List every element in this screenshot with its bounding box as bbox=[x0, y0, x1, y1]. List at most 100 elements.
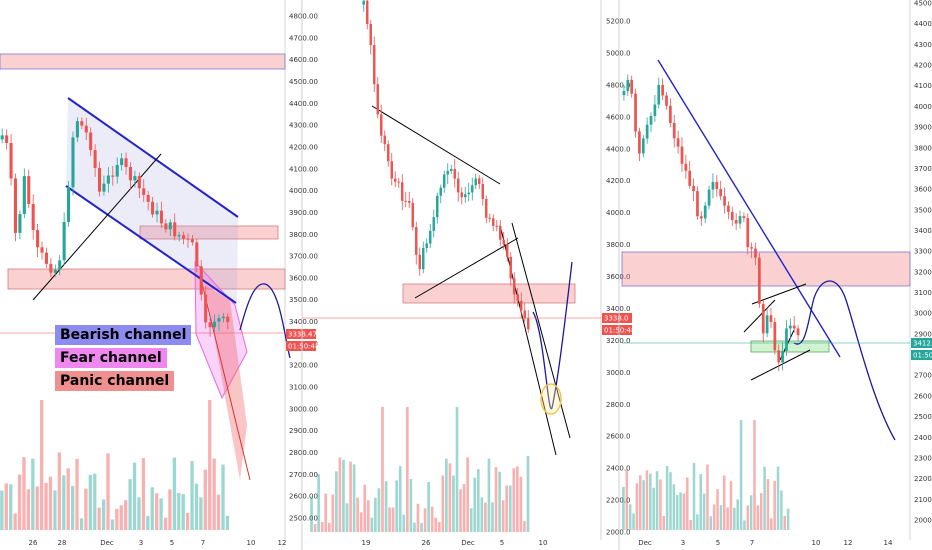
p1-y-tick-label: 3200.00 bbox=[289, 362, 318, 370]
volume-bar bbox=[692, 463, 696, 530]
p2-highlight-circle bbox=[540, 383, 562, 415]
p3-y-tick-label: 4400.0 bbox=[914, 20, 932, 28]
p1-timer-tag: 01:50:48 bbox=[288, 343, 319, 351]
volume-bar bbox=[53, 490, 57, 530]
candle-body bbox=[485, 198, 488, 218]
volume-bar bbox=[639, 475, 642, 530]
volume-bar bbox=[377, 488, 381, 532]
candle-body bbox=[750, 247, 753, 249]
candle-body bbox=[111, 175, 115, 177]
p1-panic-line bbox=[199, 274, 251, 481]
candle-body bbox=[703, 205, 707, 219]
candle-body bbox=[661, 84, 664, 96]
candle-body bbox=[488, 217, 491, 219]
candle-body bbox=[429, 230, 432, 244]
volume-bar bbox=[84, 488, 88, 530]
volume-bar bbox=[632, 513, 635, 530]
volume-bar bbox=[31, 458, 35, 530]
candle-body bbox=[84, 125, 88, 133]
p1-y-tick-label: 3700.00 bbox=[289, 253, 318, 261]
volume-bar bbox=[434, 517, 438, 532]
candle-body bbox=[58, 260, 62, 270]
p1-y-tick-label: 2900.00 bbox=[289, 427, 318, 435]
volume-bar bbox=[101, 499, 106, 530]
candle-body bbox=[226, 316, 230, 323]
candle-body bbox=[638, 131, 641, 154]
p3-y-tick-label: 4500.0 bbox=[914, 0, 932, 8]
volume-bar bbox=[106, 453, 110, 530]
p1-x-tick-label: 10 bbox=[247, 539, 256, 547]
p3-y-tick-label: 2100.0 bbox=[914, 496, 932, 504]
volume-bar bbox=[93, 473, 97, 530]
volume-bar bbox=[675, 495, 679, 530]
p1-y-tick-label: 3500.00 bbox=[289, 296, 318, 304]
p3-y-tick-label: 3500.0 bbox=[914, 206, 932, 214]
p1-price-tag-bg bbox=[286, 329, 316, 339]
volume-bar bbox=[115, 508, 119, 530]
p2-support-zone bbox=[402, 283, 576, 304]
candle-body bbox=[502, 239, 505, 245]
candle-body bbox=[128, 166, 133, 181]
volume-bar bbox=[682, 493, 686, 530]
volume-bar bbox=[132, 462, 137, 530]
p3-y-tick-label: 2300.0 bbox=[914, 454, 932, 462]
volume-bar bbox=[423, 508, 427, 532]
volume-bar bbox=[702, 493, 706, 530]
candle-body bbox=[27, 176, 31, 204]
candle-body bbox=[506, 244, 509, 257]
p3-y-tick-label: 3300.0 bbox=[914, 248, 932, 256]
candle-body bbox=[669, 105, 672, 123]
legend-bearish: Bearish channel bbox=[55, 325, 192, 345]
volume-bar bbox=[448, 463, 452, 532]
p2-x-tick-label: 10 bbox=[539, 539, 548, 547]
p3-x-tick-label: 12 bbox=[844, 539, 853, 547]
candle-body bbox=[62, 221, 66, 261]
volume-bar bbox=[622, 486, 625, 530]
candle-body bbox=[754, 248, 757, 258]
candle-body bbox=[692, 185, 695, 192]
volume-bar bbox=[469, 508, 473, 532]
candle-body bbox=[168, 222, 172, 230]
p3-volume bbox=[622, 420, 790, 530]
p1-y-tick-label: 4700.00 bbox=[289, 34, 318, 42]
volume-bar bbox=[331, 494, 335, 532]
candle-body bbox=[124, 158, 128, 167]
volume-bar bbox=[363, 484, 367, 532]
p3-y-tick-label: 3000.0 bbox=[914, 310, 932, 318]
candle-body bbox=[401, 182, 404, 201]
p1-y-tick-label: 4300.00 bbox=[289, 122, 318, 130]
volume-bar bbox=[655, 471, 659, 530]
candle-body bbox=[93, 150, 97, 168]
candle-body bbox=[723, 196, 726, 206]
volume-bar bbox=[88, 474, 92, 530]
p3-y-tick-label: 2700.0 bbox=[914, 372, 932, 380]
candle-body bbox=[362, 0, 365, 5]
p3-y-tick-label: 2000.0 bbox=[914, 517, 932, 525]
p3-y-tick-label: 3100.0 bbox=[914, 289, 932, 297]
legend-fear-label: Fear channel bbox=[60, 350, 162, 366]
p3-flag-left bbox=[743, 299, 776, 333]
p2-y-tick-label: 4000.0 bbox=[606, 209, 631, 217]
candle-body bbox=[788, 325, 792, 329]
volume-bar bbox=[22, 457, 26, 530]
volume-bar bbox=[719, 505, 723, 530]
p1-candles bbox=[0, 117, 230, 337]
volume-bar bbox=[512, 468, 516, 532]
candle-body bbox=[390, 161, 393, 179]
volume-bar bbox=[729, 481, 733, 530]
candle-body bbox=[204, 294, 208, 323]
candle-body bbox=[688, 170, 692, 186]
volume-bar bbox=[480, 497, 484, 532]
volume-bar bbox=[75, 458, 79, 530]
volume-bar bbox=[409, 479, 413, 532]
volume-bar bbox=[712, 504, 716, 530]
p3-y-tick-label: 3700.0 bbox=[914, 165, 932, 173]
p2-y-tick-label: 4400.0 bbox=[606, 145, 631, 153]
p3-candles bbox=[622, 74, 800, 372]
p1-y-tick-label: 4400.00 bbox=[289, 100, 318, 108]
p2-projection-path bbox=[532, 261, 573, 410]
candle-body bbox=[492, 218, 495, 226]
volume-bar bbox=[190, 461, 194, 530]
volume-bar bbox=[345, 503, 349, 532]
volume-bar bbox=[494, 467, 498, 532]
